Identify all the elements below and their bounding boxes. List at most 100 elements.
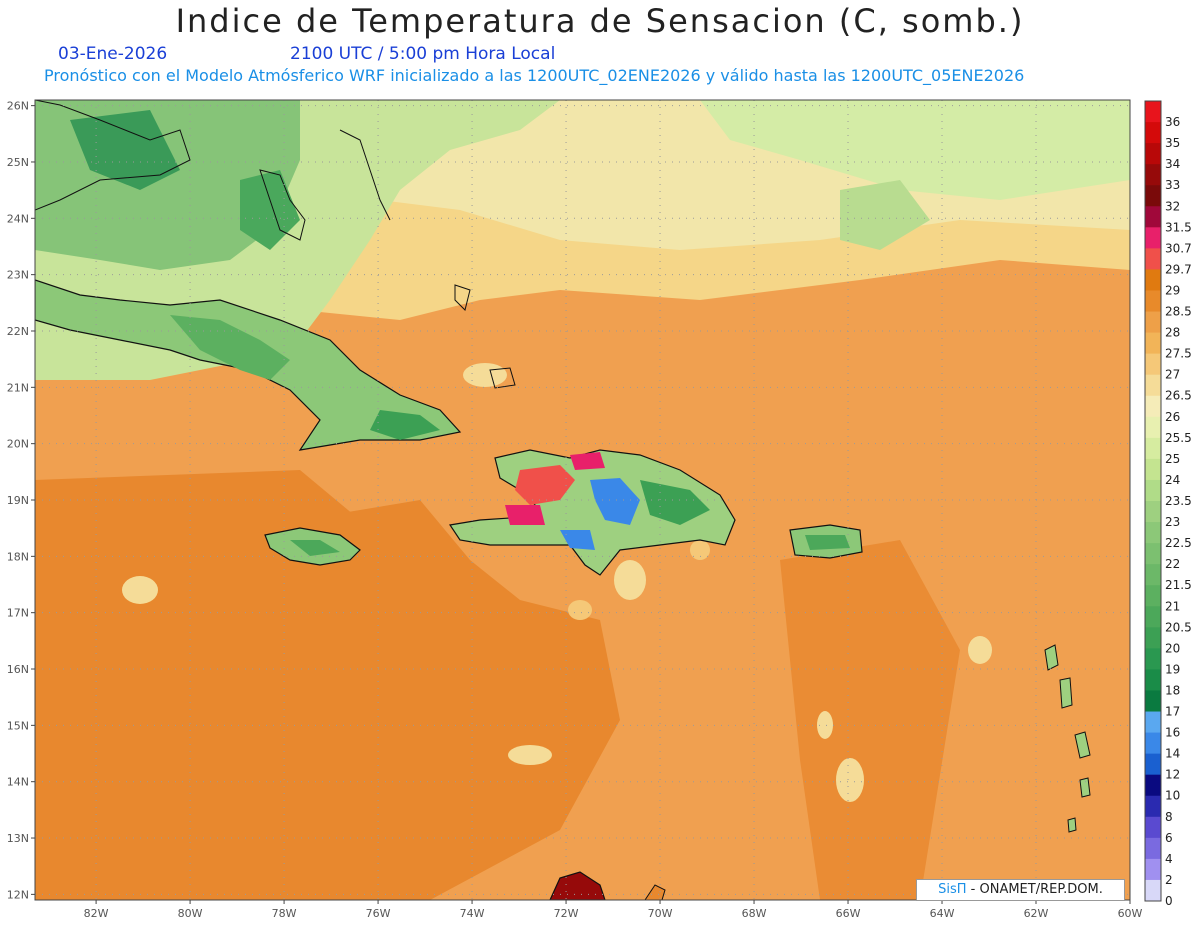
- latitude-tick-label: 12N: [7, 888, 29, 901]
- latitude-tick-label: 21N: [7, 381, 29, 394]
- credit-brand: SisΠ: [938, 882, 967, 897]
- colorbar-swatch: [1145, 164, 1161, 186]
- haiti-hot-spot-south: [505, 505, 545, 525]
- colorbar-label: 12: [1165, 768, 1180, 782]
- colorbar-swatch: [1145, 416, 1161, 439]
- colorbar-swatch: [1145, 606, 1161, 628]
- colorbar-frame: [1144, 100, 1162, 902]
- longitude-tick-label: 72W: [554, 907, 579, 920]
- field-spot: [614, 560, 646, 600]
- longitude-axis: 82W 80W 78W 76W 74W 72W 70W 68W 66W 64W 62W 60W: [84, 900, 1143, 920]
- colorbar-label: 23: [1165, 515, 1180, 529]
- latitude-tick-label: 22N: [7, 325, 29, 338]
- colorbar-swatch: [1145, 774, 1161, 797]
- guadeloupe-island: [1044, 644, 1059, 671]
- field-spot: [968, 636, 992, 664]
- field-green-patch: [840, 180, 930, 250]
- colorbar-label: 16: [1165, 726, 1180, 740]
- colorbar-swatch: [1145, 648, 1161, 670]
- colorbar-swatch: [1145, 101, 1161, 123]
- colorbar-label: 25.5: [1165, 431, 1192, 445]
- colorbar-swatch: [1145, 227, 1161, 249]
- hispaniola-hot-spot-north: [570, 452, 605, 470]
- bahamas-chain: [339, 129, 391, 221]
- field-spot: [463, 363, 507, 387]
- colorbar-swatch: [1145, 479, 1161, 502]
- field-warm-band-west: [35, 470, 360, 900]
- colorbar-swatch: [1145, 206, 1161, 228]
- field-spot: [836, 758, 864, 802]
- field-spot: [122, 576, 158, 604]
- colorbar-swatch: [1145, 290, 1161, 312]
- colorbar-swatch: [1145, 879, 1161, 902]
- colorbar-label: 22: [1165, 557, 1180, 571]
- colorbar-label: 10: [1165, 789, 1180, 803]
- colorbar-label: 2: [1165, 873, 1173, 887]
- credit-text: - ONAMET/REP.DOM.: [966, 882, 1103, 897]
- latitude-tick-label: 14N: [7, 776, 29, 789]
- colorbar-swatch: [1145, 585, 1161, 607]
- colorbar-label: 4: [1165, 852, 1173, 866]
- colorbar-label: 14: [1165, 747, 1180, 761]
- longitude-tick-label: 80W: [178, 907, 203, 920]
- colorbar-swatch: [1145, 185, 1161, 207]
- temperature-field: [35, 100, 1130, 900]
- field-dark-green-florida: [70, 110, 180, 190]
- forecast-time: 2100 UTC / 5:00 pm Hora Local: [290, 44, 556, 64]
- field-green-northeast: [700, 100, 1130, 200]
- colorbar-label: 23.5: [1165, 494, 1192, 508]
- longitude-tick-label: 78W: [272, 907, 297, 920]
- cordillera-cold-spot: [590, 478, 640, 525]
- bahamas-island: [454, 284, 471, 311]
- latitude-tick-label: 13N: [7, 832, 29, 845]
- puerto-rico-green-core: [805, 535, 850, 550]
- colorbar-label: 8: [1165, 810, 1173, 824]
- latitude-axis: 26N 25N 24N 23N 22N 21N 20N 19N 18N 17N 16N 15N 14N 1…: [7, 100, 35, 901]
- colorbar-label: 35: [1165, 136, 1180, 150]
- map-title: Indice de Temperatura de Sensacion (C, s…: [175, 2, 1025, 40]
- colorbar-swatch: [1145, 458, 1161, 481]
- colorbar-swatch: [1145, 795, 1161, 818]
- colorbar-swatch: [1145, 816, 1161, 839]
- hispaniola-cold-spot-south: [560, 530, 595, 550]
- colorbar-label: 25: [1165, 452, 1180, 466]
- colorbar-swatch: [1145, 753, 1161, 776]
- colorbar-label: 26: [1165, 410, 1180, 424]
- jamaica-green-core: [290, 540, 340, 556]
- cuba-green-east: [370, 410, 440, 440]
- model-subtitle: Pronóstico con el Modelo Atmósferico WRF…: [44, 66, 1025, 85]
- latitude-tick-label: 17N: [7, 607, 29, 620]
- colorbar-swatch: [1145, 395, 1161, 418]
- colorbar-swatch: [1145, 353, 1161, 376]
- field-spot: [817, 711, 833, 739]
- colorbar-swatch: [1145, 711, 1161, 733]
- st-vincent-island: [1067, 817, 1077, 833]
- st-lucia-island: [1079, 777, 1091, 798]
- colorbar-label: 28: [1165, 326, 1180, 340]
- longitude-tick-label: 66W: [836, 907, 861, 920]
- coast-hot-spot-south: [549, 871, 606, 900]
- colorbar-label: 27.5: [1165, 347, 1192, 361]
- colorbar-swatch: [1145, 732, 1161, 755]
- field-spot: [568, 600, 592, 620]
- colorbar-label: 29.7: [1165, 262, 1192, 276]
- colorbar-swatch: [1145, 690, 1161, 712]
- colorbar-label: 19: [1165, 662, 1180, 676]
- longitude-tick-label: 60W: [1118, 907, 1143, 920]
- turks-caicos: [489, 367, 516, 389]
- latitude-tick-label: 19N: [7, 494, 29, 507]
- colorbar-label: 22.5: [1165, 536, 1192, 550]
- colorbar: 363534333231.530.729.72928.52827.52726.5…: [1144, 100, 1192, 908]
- colorbar-label: 17: [1165, 705, 1180, 719]
- longitude-tick-label: 62W: [1024, 907, 1049, 920]
- colorbar-label: 18: [1165, 683, 1180, 697]
- colorbar-label: 28.5: [1165, 305, 1192, 319]
- colorbar-swatch: [1145, 122, 1161, 144]
- colorbar-swatch: [1145, 837, 1161, 860]
- colorbar-swatch: [1145, 501, 1161, 523]
- hispaniola-green-east: [640, 480, 710, 525]
- colorbar-swatch: [1145, 143, 1161, 165]
- colorbar-label: 36: [1165, 115, 1180, 129]
- forecast-date: 03-Ene-2026: [58, 44, 168, 64]
- colorbar-label: 29: [1165, 283, 1180, 297]
